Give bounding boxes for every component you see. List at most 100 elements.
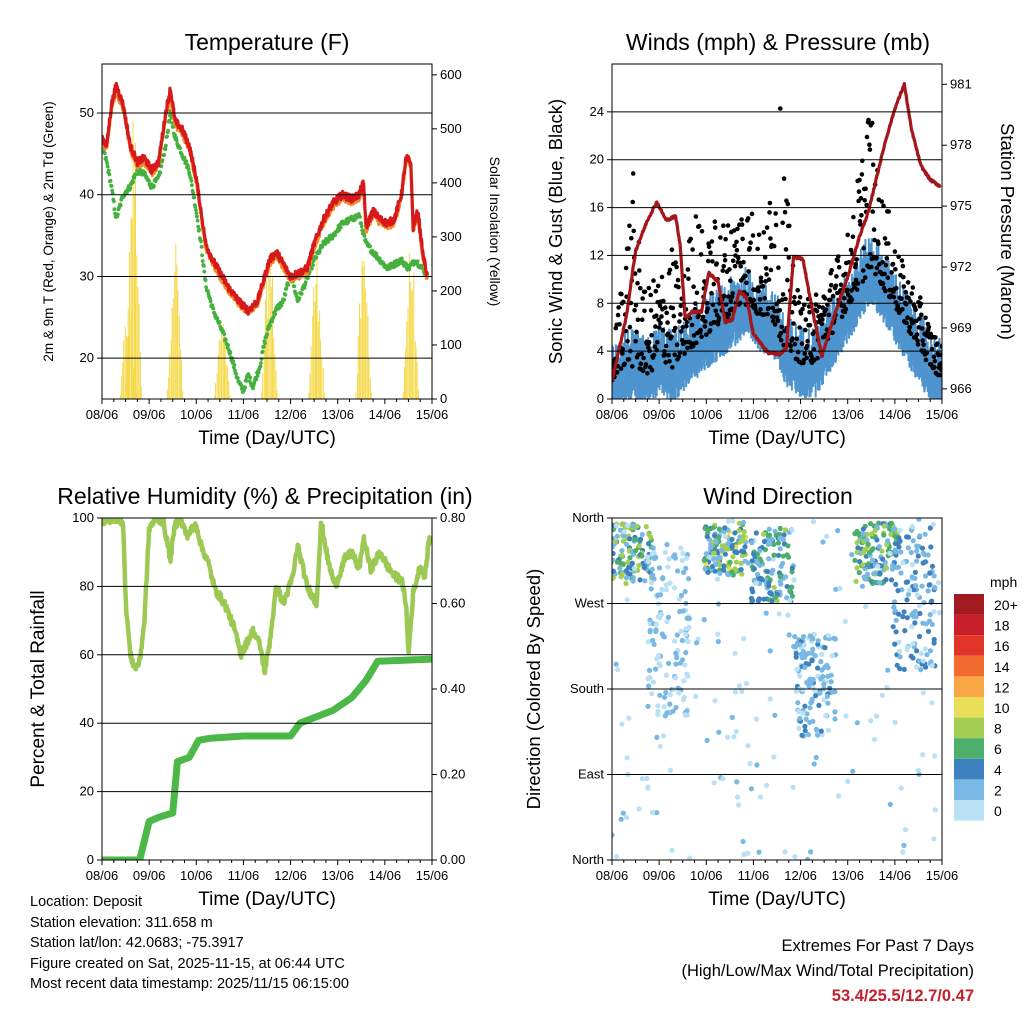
direction-point — [793, 688, 800, 695]
y-tick-label: East — [578, 767, 604, 782]
gust-point — [620, 351, 625, 356]
gust-point — [811, 358, 817, 363]
direction-point — [815, 638, 821, 644]
gust-point — [709, 290, 714, 296]
gust-point — [828, 297, 833, 303]
direction-point — [782, 527, 789, 533]
gust-point — [905, 280, 911, 285]
gust-point — [713, 308, 718, 314]
dewpoint-point — [147, 179, 151, 183]
dewpoint-point — [194, 208, 198, 212]
x-tick-label: 13/06 — [831, 868, 864, 883]
direction-point — [664, 710, 670, 716]
gust-point — [626, 357, 632, 362]
dewpoint-point — [256, 370, 261, 375]
direction-point — [931, 609, 937, 615]
direction-point — [910, 655, 916, 661]
direction-point — [813, 754, 819, 761]
dewpoint-point — [158, 170, 163, 175]
direction-point — [776, 531, 783, 537]
direction-point — [932, 807, 938, 813]
direction-point — [913, 583, 919, 589]
gust-point — [726, 294, 731, 299]
gust-point — [732, 263, 738, 269]
dewpoint-point — [358, 214, 362, 219]
direction-point — [674, 655, 680, 661]
x-tick-label: 11/06 — [228, 407, 260, 422]
direction-point — [693, 640, 700, 646]
direction-point — [832, 689, 838, 695]
colorbar-label: 8 — [994, 721, 1002, 737]
direction-point — [645, 558, 652, 565]
gust-point — [788, 343, 793, 349]
gust-point — [884, 255, 890, 261]
gust-point — [642, 289, 648, 295]
direction-point — [619, 521, 625, 527]
dewpoint-point — [359, 224, 364, 229]
direction-point — [822, 645, 828, 651]
dewpoint-point — [202, 269, 207, 274]
dewpoint-point — [194, 211, 199, 216]
gust-point — [679, 338, 685, 343]
gust-point — [778, 106, 783, 111]
dewpoint-point — [258, 364, 263, 369]
direction-point — [809, 696, 815, 703]
gust-point — [798, 311, 804, 316]
direction-point — [823, 712, 829, 719]
direction-point — [829, 653, 836, 659]
gust-point — [702, 324, 708, 329]
direction-point — [740, 838, 746, 845]
direction-point — [875, 563, 881, 569]
gust-point — [663, 343, 669, 349]
dewpoint-point — [200, 253, 205, 258]
direction-point — [896, 648, 903, 655]
direction-point — [872, 579, 878, 586]
direction-point — [854, 540, 860, 546]
direction-point — [655, 653, 662, 659]
x-tick-label: 14/06 — [879, 407, 912, 422]
direction-point — [655, 592, 661, 598]
direction-point — [891, 604, 897, 610]
direction-point — [732, 689, 739, 695]
direction-point — [664, 619, 670, 625]
solar-insolation-day-5 — [261, 265, 278, 399]
direction-point — [682, 589, 688, 595]
gust-point — [938, 352, 942, 358]
speed-colorbar: mph 20+ 18 16 14 12 10 8 6 4 2 0 — [954, 574, 1018, 821]
gust-point — [720, 268, 726, 273]
direction-point — [710, 525, 716, 531]
gust-point — [906, 295, 911, 301]
direction-point — [736, 802, 742, 808]
gust-point — [797, 325, 802, 330]
dewpoint-point — [131, 180, 136, 185]
direction-point — [802, 703, 808, 709]
x-tick-label: 10/06 — [180, 868, 213, 883]
direction-point — [657, 743, 663, 749]
direction-point — [876, 580, 883, 586]
gust-point — [642, 308, 647, 314]
dewpoint-point — [107, 172, 112, 177]
direction-point — [741, 549, 747, 555]
gust-point — [864, 202, 869, 208]
dewpoint-point — [311, 263, 315, 268]
dewpoint-point — [199, 245, 204, 249]
direction-point — [910, 538, 916, 544]
gust-point — [879, 199, 884, 204]
direction-point — [612, 568, 616, 574]
direction-point — [850, 768, 856, 774]
direction-point — [917, 533, 923, 539]
gust-point — [787, 223, 792, 229]
direction-point — [623, 575, 630, 581]
direction-point — [656, 661, 662, 667]
dewpoint-point — [134, 172, 139, 177]
gust-point — [845, 232, 850, 238]
gust-point — [715, 322, 721, 327]
direction-point — [679, 558, 685, 564]
direction-point — [747, 761, 753, 767]
dewpoint-point — [226, 343, 231, 347]
gust-point — [796, 300, 801, 305]
direction-point — [738, 560, 744, 567]
direction-point — [929, 663, 935, 669]
direction-point — [733, 567, 739, 573]
gust-point — [782, 209, 788, 215]
